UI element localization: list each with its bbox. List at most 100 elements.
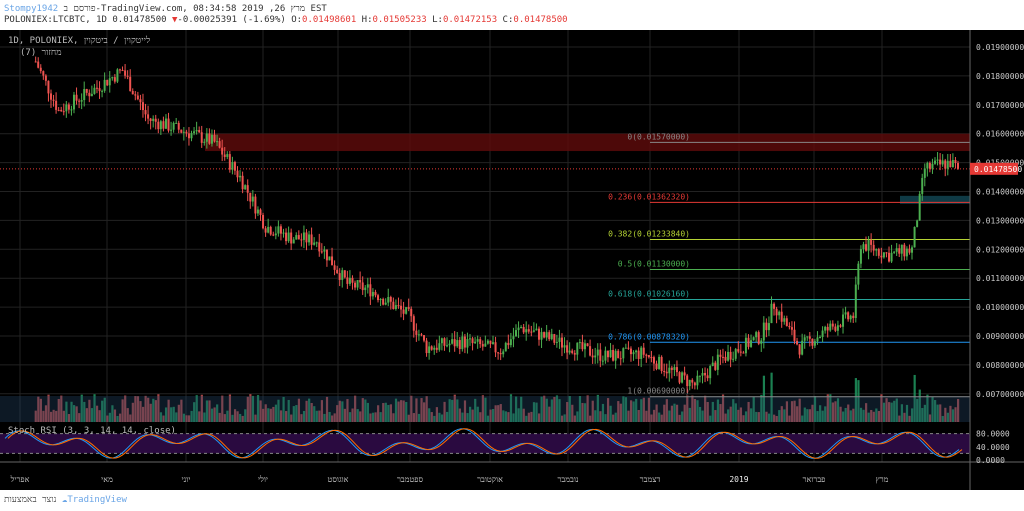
- candle: [479, 339, 482, 345]
- x-tick-label: ספטמבר: [397, 475, 424, 484]
- price-chart[interactable]: 0(0.01570000) 0.236(0.01362320) 0.382(0.01…: [0, 30, 1024, 490]
- candle: [466, 339, 469, 348]
- volume-bar: [369, 413, 372, 422]
- candle: [645, 354, 648, 356]
- volume-bar: [813, 396, 817, 422]
- volume-bar: [859, 407, 863, 422]
- volume-bar: [448, 399, 451, 422]
- candle: [862, 244, 865, 250]
- volume-bar: [453, 394, 456, 422]
- candle: [573, 353, 576, 355]
- volume-bar: [581, 402, 584, 422]
- volume-bar: [854, 378, 858, 422]
- down-arrow-icon: ▼: [171, 15, 178, 25]
- candle: [744, 337, 747, 354]
- volume-bar: [354, 395, 357, 422]
- candle: [231, 162, 234, 170]
- candle: [486, 340, 489, 344]
- candle: [75, 94, 78, 101]
- candle: [813, 341, 816, 346]
- volume-bar: [709, 415, 712, 422]
- candle: [880, 255, 883, 258]
- volume-bar: [824, 406, 827, 422]
- volume-bar: [836, 398, 840, 422]
- volume-bar: [591, 400, 594, 422]
- candle: [698, 375, 701, 377]
- candle: [476, 339, 479, 342]
- candle: [867, 240, 870, 251]
- volume-bar: [849, 410, 852, 422]
- candle: [425, 340, 428, 354]
- volume-bar: [389, 404, 392, 422]
- volume-bar: [872, 411, 875, 422]
- volume-bar: [760, 394, 763, 422]
- volume-bar: [233, 409, 237, 422]
- volume-bar: [62, 410, 65, 422]
- volume-bar: [954, 407, 957, 422]
- volume-bar: [785, 401, 789, 422]
- candle: [170, 129, 173, 131]
- footer: נוצר באמצעות ☁TradingView: [4, 494, 127, 505]
- volume-bar: [433, 415, 436, 422]
- y-tick-label: 0.00800000: [976, 361, 1024, 370]
- volume-bar: [121, 399, 124, 422]
- candle: [106, 79, 109, 86]
- candle: [458, 340, 461, 350]
- volume-bar: [612, 414, 615, 422]
- y-tick-label: 0.01700000: [976, 101, 1024, 110]
- volume-bar: [757, 412, 760, 422]
- candle: [126, 75, 129, 77]
- volume-bar: [331, 415, 334, 422]
- volume-bar: [783, 409, 786, 422]
- volume-bar: [576, 411, 579, 422]
- volume-bar: [624, 397, 628, 422]
- candle: [162, 121, 165, 129]
- volume-bar: [382, 403, 385, 422]
- volume-bar: [39, 398, 42, 422]
- volume-bar: [655, 404, 658, 422]
- volume-bar: [338, 400, 341, 422]
- y-tick-label: 0.00900000: [976, 332, 1024, 341]
- volume-bar: [632, 401, 635, 422]
- candle: [407, 307, 410, 309]
- candle: [530, 331, 533, 333]
- rsi-band: [0, 433, 970, 454]
- candle: [704, 372, 707, 376]
- chart-title: 1D, POLONIEX, לייטקוין / ביטקוין: [8, 35, 150, 46]
- publish-info: פורסם ב-TradingView.com, מרץ 26, 2019 08…: [63, 4, 327, 14]
- candle: [900, 244, 903, 254]
- volume-bar: [435, 407, 438, 422]
- author-link[interactable]: Stompy1942: [4, 4, 59, 14]
- y-tick-label: 0.01400000: [976, 188, 1024, 197]
- candle: [259, 209, 262, 215]
- candle: [765, 322, 768, 331]
- candle: [377, 295, 380, 301]
- volume-bar: [290, 414, 293, 422]
- candle: [351, 277, 354, 283]
- candle: [336, 269, 339, 274]
- volume-bar: [509, 394, 513, 422]
- tradingview-logo[interactable]: ☁TradingView: [61, 495, 127, 505]
- volume-bar: [578, 396, 582, 422]
- volume-bar: [688, 407, 691, 422]
- candle: [37, 61, 40, 68]
- volume-bar: [683, 404, 686, 422]
- candle: [44, 75, 47, 81]
- volume-bar: [118, 413, 122, 422]
- volume-bar: [149, 403, 152, 422]
- candle: [182, 131, 185, 133]
- volume-bar: [916, 398, 919, 422]
- candle: [683, 372, 686, 376]
- candle: [576, 342, 579, 355]
- volume-bar: [711, 401, 714, 422]
- volume-bar: [384, 402, 387, 422]
- volume-bar: [484, 397, 487, 422]
- candle: [885, 252, 888, 254]
- volume-bar: [348, 412, 352, 422]
- candle: [417, 334, 420, 336]
- candle: [681, 372, 684, 383]
- volume-bar: [277, 399, 280, 422]
- candle: [527, 329, 530, 332]
- volume-bar: [645, 410, 648, 422]
- volume-bar: [185, 415, 188, 422]
